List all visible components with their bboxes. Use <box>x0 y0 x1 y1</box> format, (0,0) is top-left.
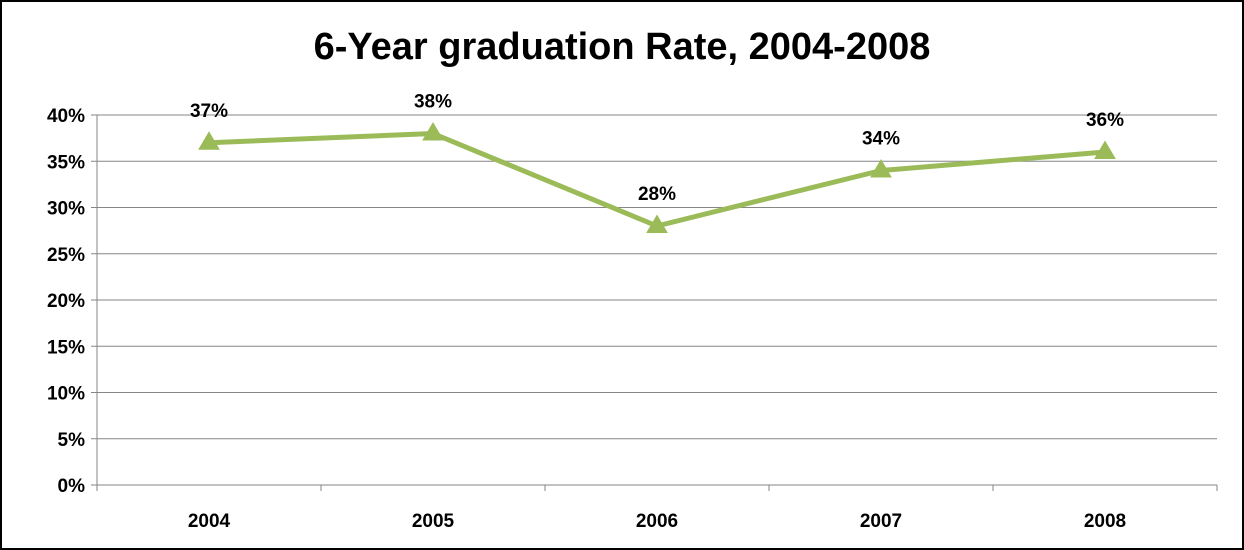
y-tick-label: 10% <box>47 384 85 405</box>
series-group <box>198 121 1116 233</box>
data-point-marker <box>646 214 668 233</box>
x-tick-label: 2008 <box>1084 511 1126 532</box>
data-label: 37% <box>190 101 228 122</box>
series-line <box>206 131 1108 229</box>
y-tick-label: 35% <box>47 152 85 173</box>
data-labels: 37% 38% 28% 34% 36% <box>190 92 1124 206</box>
y-tick-label: 5% <box>58 430 86 451</box>
y-tick-label: 40% <box>47 106 85 127</box>
x-tick-labels: 2004 2005 2006 2007 2008 <box>188 511 1126 532</box>
data-point-marker <box>422 121 444 141</box>
x-tick-label: 2004 <box>188 511 231 532</box>
y-tick-labels: 0% 5% 10% 15% 20% 25% 30% 35% 40% <box>47 106 85 497</box>
y-tick-label: 20% <box>47 291 85 312</box>
y-tick-label: 30% <box>47 199 85 220</box>
data-point-marker <box>1094 140 1116 159</box>
y-tick-label: 25% <box>47 245 85 266</box>
chart-title: 6-Year graduation Rate, 2004-2008 <box>313 26 931 68</box>
data-label: 36% <box>1086 110 1124 131</box>
data-label: 38% <box>414 92 452 113</box>
x-tick-label: 2005 <box>412 511 455 532</box>
y-tick-label: 0% <box>58 476 86 497</box>
x-tick-label: 2006 <box>636 511 678 532</box>
data-label: 34% <box>862 129 900 150</box>
y-tick-label: 15% <box>47 337 85 358</box>
gridlines <box>97 114 1217 440</box>
data-point-marker <box>198 131 220 150</box>
data-label: 28% <box>638 184 676 205</box>
axes <box>91 114 1218 491</box>
x-tick-label: 2007 <box>860 511 902 532</box>
data-point-marker <box>870 158 892 178</box>
